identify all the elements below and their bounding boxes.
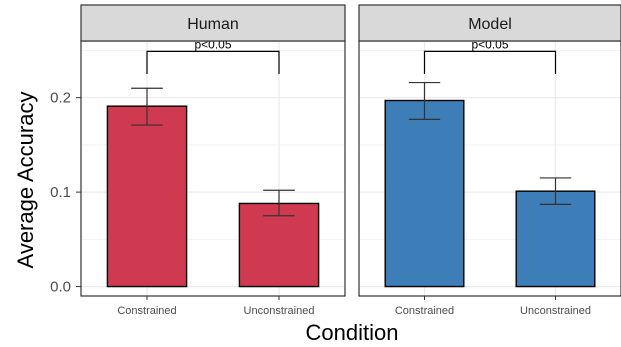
bar-constrained — [384, 99, 465, 288]
y-tick-label: 0.1 — [50, 184, 71, 201]
x-tick-label: Unconstrained — [244, 305, 315, 317]
x-axis-title: Condition — [306, 320, 399, 345]
x-tick-label: Constrained — [117, 305, 176, 317]
significance-bracket — [146, 50, 280, 75]
x-tick-label: Unconstrained — [520, 305, 591, 317]
significance-bracket — [423, 50, 557, 75]
y-tick-label: 0.2 — [50, 90, 71, 107]
facet-strip — [80, 4, 346, 42]
facet-strip — [358, 4, 621, 42]
facet-strip-label: Model — [468, 16, 512, 33]
y-axis: 0.0 0.1 0.2 — [50, 90, 81, 296]
y-axis-title: Average Accuracy — [13, 92, 38, 269]
bar-unconstrained — [515, 190, 596, 288]
y-tick-label: 0.0 — [50, 279, 71, 296]
x-tick-label: Constrained — [395, 305, 454, 317]
facet-strip-label: Human — [187, 16, 239, 33]
bar-unconstrained — [238, 202, 320, 288]
bar-constrained — [106, 105, 188, 288]
